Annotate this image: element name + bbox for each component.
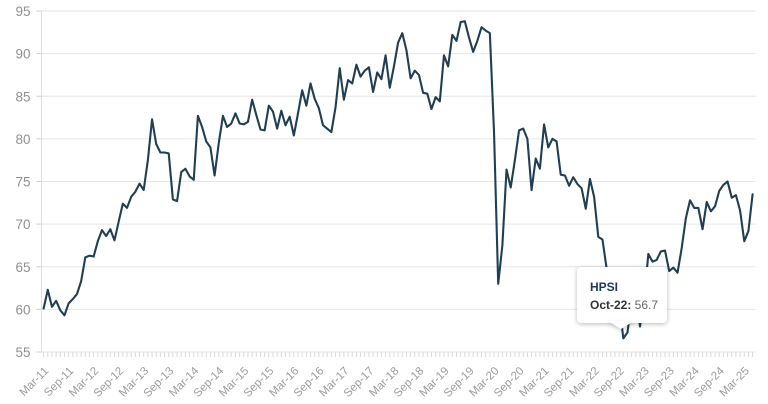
svg-text:90: 90: [15, 47, 30, 62]
svg-text:65: 65: [15, 260, 30, 275]
svg-text:60: 60: [15, 302, 30, 317]
svg-text:80: 80: [15, 132, 30, 147]
svg-text:75: 75: [15, 175, 30, 190]
svg-text:85: 85: [15, 89, 30, 104]
svg-text:55: 55: [15, 345, 30, 360]
svg-text:95: 95: [15, 4, 30, 19]
svg-text:70: 70: [15, 217, 30, 232]
